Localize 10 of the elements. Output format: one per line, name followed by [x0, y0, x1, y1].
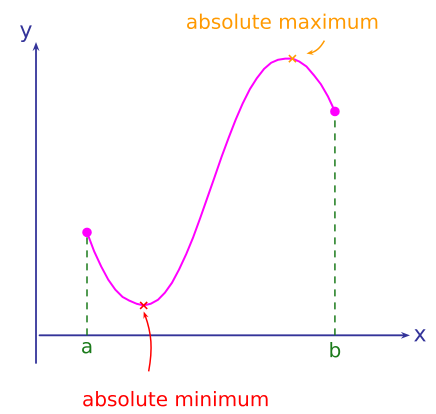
x-tick-label: a: [82, 342, 92, 354]
point: [288, 54, 297, 63]
text: absolute minimum: [83, 390, 268, 406]
x-axis-title: x: [414, 329, 426, 342]
annotation: absolute maximum: [187, 14, 378, 30]
x-tick-label: b: [330, 342, 340, 358]
point: [82, 228, 92, 238]
y-axis-title: y: [20, 25, 32, 42]
point: [330, 106, 340, 116]
point: [139, 301, 148, 310]
